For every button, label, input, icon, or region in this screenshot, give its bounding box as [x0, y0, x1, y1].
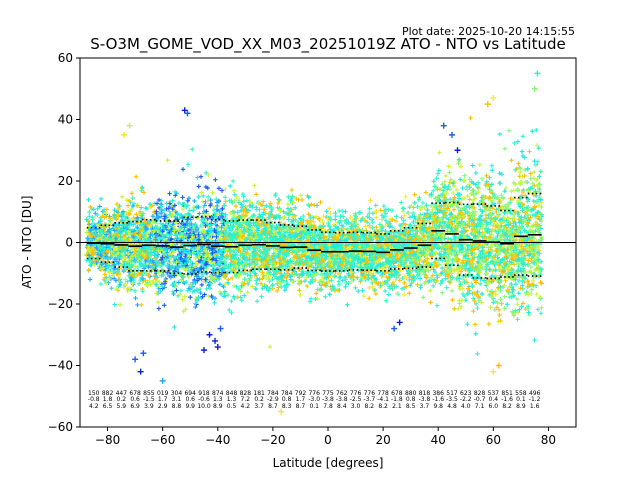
- scatter-point: [103, 210, 109, 216]
- scatter-point: [95, 235, 101, 241]
- scatter-point: [86, 197, 91, 202]
- scatter-point: [94, 245, 99, 250]
- scatter-point: [109, 264, 114, 269]
- scatter-point: [109, 254, 114, 260]
- scatter-point: [125, 248, 130, 253]
- data-points: [84, 70, 544, 415]
- scatter-point: [87, 277, 93, 282]
- scatter-point: [119, 194, 125, 199]
- scatter-point: [112, 213, 117, 218]
- scatter-point: [86, 267, 91, 273]
- scatter-point: [100, 229, 105, 235]
- scatter-point: [104, 281, 109, 286]
- scatter-point: [90, 252, 96, 257]
- scatter-point: [95, 212, 100, 218]
- scatter-point: [102, 225, 107, 230]
- scatter-point: [116, 250, 121, 255]
- scatter-point: [120, 211, 125, 217]
- scatter-point: [97, 204, 102, 209]
- scatter-point: [108, 220, 113, 226]
- scatter-point: [98, 266, 104, 271]
- scatter-point: [98, 246, 103, 252]
- scatter-point: [112, 228, 117, 233]
- scatter-point: [117, 272, 123, 278]
- scatter-point: [102, 272, 107, 277]
- scatter-point: [107, 236, 113, 242]
- scatter-point: [112, 302, 117, 307]
- bin-point-cloud: [112, 194, 131, 308]
- scatter-point: [100, 249, 106, 254]
- scatter-point: [111, 276, 117, 281]
- scatter-point: [87, 248, 93, 254]
- scatter-point: [100, 213, 105, 219]
- scatter-point: [125, 203, 131, 208]
- scatter-point: [110, 273, 115, 278]
- scatter-point: [88, 228, 93, 233]
- scatter-point: [112, 256, 117, 262]
- scatter-point: [100, 244, 105, 249]
- scatter-point: [84, 258, 89, 263]
- scatter-point: [107, 270, 112, 275]
- scatter-point: [106, 276, 112, 282]
- scatter-point: [124, 227, 129, 233]
- scatter-point: [92, 224, 97, 229]
- scatter-point: [104, 245, 109, 250]
- scatter-point: [91, 207, 96, 212]
- scatter-point: [87, 214, 92, 219]
- scatter-point: [98, 196, 104, 202]
- scatter-point: [123, 277, 128, 282]
- scatter-point: [115, 207, 120, 212]
- scatter-point: [104, 249, 110, 254]
- scatter-point: [101, 276, 107, 282]
- scatter-point: [124, 197, 130, 203]
- scatter-point: [93, 249, 99, 254]
- scatter-point: [95, 206, 100, 211]
- scatter-point: [87, 258, 92, 264]
- scatter-point: [98, 281, 104, 287]
- scatter-point: [90, 215, 95, 220]
- scatter-point: [114, 214, 119, 219]
- scatter-point: [88, 233, 93, 238]
- scatter-point: [117, 203, 122, 209]
- scatter-point: [87, 210, 92, 215]
- scatter-point: [85, 236, 91, 241]
- bin-point-cloud: [98, 196, 117, 307]
- scatter-point: [98, 219, 103, 224]
- scatter-point: [114, 201, 120, 207]
- scatter-point: [117, 277, 123, 282]
- scatter-point: [86, 219, 91, 224]
- scatter-point: [109, 285, 114, 291]
- scatter-point: [98, 252, 103, 258]
- scatter-point: [121, 267, 126, 273]
- scatter-point: [86, 253, 92, 258]
- scatter-point: [109, 249, 114, 255]
- scatter-point: [107, 227, 112, 232]
- scatter-point: [88, 204, 93, 210]
- scatter-point: [103, 232, 109, 237]
- scatter-point: [99, 237, 104, 242]
- scatter-point: [107, 216, 113, 221]
